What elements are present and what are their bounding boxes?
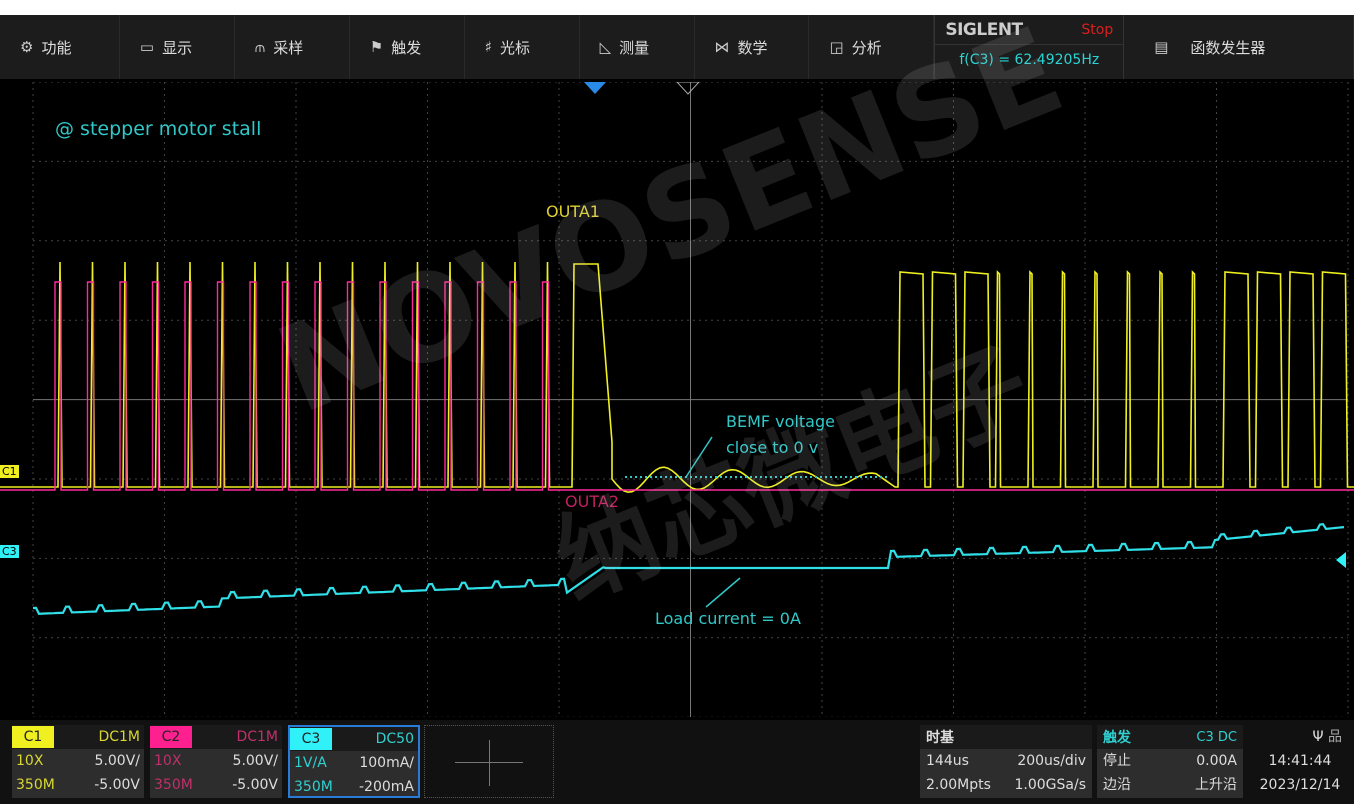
- trigger-level-marker: [1336, 552, 1346, 568]
- probe-ratio: 1V/A: [294, 755, 327, 771]
- trigger-slope: 上升沿: [1195, 777, 1237, 793]
- menu-measure[interactable]: ◺ 测量: [580, 15, 695, 79]
- status-bar: C1 DC1M 10X 5.00V/ 350M -5.00V C2 DC1M 10X 5.0…: [0, 720, 1354, 804]
- vertical-offset: -200mA: [359, 779, 414, 795]
- timebase-panel[interactable]: 时基 144us 200us/div 2.00Mpts 1.00GSa/s: [920, 725, 1092, 798]
- c1-offset-marker[interactable]: C1: [0, 465, 19, 478]
- vertical-scale: 100mA/: [359, 755, 414, 771]
- waveform-canvas: [0, 82, 1354, 717]
- bemf-label-line1: BEMF voltage: [726, 412, 835, 431]
- menu-function-generator[interactable]: ▤ 函数发生器: [1124, 15, 1354, 79]
- clock-date: 2023/12/14: [1259, 777, 1341, 793]
- sample-rate: 1.00GSa/s: [1014, 777, 1087, 793]
- run-stop-status[interactable]: Stop: [1081, 21, 1114, 38]
- load-current-label: Load current = 0A: [655, 609, 801, 628]
- brand-status: SIGLENT Stop f(C3) = 62.49205Hz: [934, 15, 1125, 79]
- center-marker: [676, 82, 700, 95]
- usb-icon: Ψ: [1312, 729, 1324, 745]
- cursor-icon: ♯: [484, 38, 492, 56]
- timebase-label: 时基: [926, 730, 954, 746]
- measure-icon: ◺: [599, 38, 612, 56]
- menu-label: 显示: [162, 38, 193, 57]
- channel-tag: C3: [290, 728, 332, 750]
- menu-label: 采样: [273, 38, 304, 57]
- trigger-position-marker: [584, 82, 606, 94]
- bemf-arrow: [685, 436, 713, 478]
- bandwidth: 350M: [16, 777, 55, 793]
- probe-ratio: 10X: [16, 753, 44, 769]
- menu-math[interactable]: ⋈ 数学: [695, 15, 810, 79]
- menu-bar: ⚙ 功能 ▭ 显示 ⫙ 采样 ⚑ 触发 ♯ 光标 ◺ 测量 ⋈ 数学 ◲ 分析 SIGLENT Stop f(C3)…: [0, 15, 1354, 79]
- timebase-scale: 200us/div: [1017, 753, 1086, 769]
- menu-label: 触发: [391, 38, 422, 57]
- outa1-label: OUTA1: [546, 202, 600, 221]
- c3-waveform-current: [32, 523, 1345, 615]
- network-disconnected-icon: 品: [1328, 729, 1342, 745]
- clock-time: 14:41:44: [1268, 753, 1332, 769]
- menu-cursor[interactable]: ♯ 光标: [465, 15, 580, 79]
- vertical-scale: 5.00V/: [94, 753, 140, 769]
- trigger-state: 停止: [1103, 753, 1131, 769]
- memory-depth: 2.00Mpts: [926, 777, 991, 793]
- frequency-counter: f(C3) = 62.49205Hz: [959, 52, 1100, 68]
- vertical-scale: 5.00V/: [232, 753, 278, 769]
- acquire-icon: ⫙: [254, 38, 266, 56]
- coupling: DC1M: [236, 729, 278, 745]
- coupling: DC50: [375, 731, 414, 747]
- menu-label: 分析: [851, 38, 882, 57]
- channel-c2-panel[interactable]: C2 DC1M 10X 5.00V/ 350M -5.00V: [150, 725, 282, 798]
- channel-tag: C2: [150, 726, 192, 748]
- trigger-level: 0.00A: [1196, 753, 1237, 769]
- system-status: Ψ 品 14:41:44 2023/12/14: [1250, 725, 1350, 798]
- function-generator-icon: ▤: [1154, 38, 1169, 56]
- display-icon: ▭: [139, 38, 155, 56]
- gear-icon: ⚙: [20, 38, 34, 56]
- title-annotation: @ stepper motor stall: [55, 118, 262, 140]
- waveform-display: @ stepper motor stall OUTA1 OUTA2 BEMF v…: [0, 1, 1354, 717]
- bemf-label-line2: close to 0 v: [726, 438, 819, 457]
- c3-offset-marker[interactable]: C3: [0, 545, 19, 558]
- menu-label: 光标: [499, 38, 530, 57]
- probe-ratio: 10X: [154, 753, 182, 769]
- flag-icon: ⚑: [369, 38, 384, 56]
- menu-gear[interactable]: ⚙ 功能: [0, 15, 120, 79]
- add-channel-button[interactable]: [424, 725, 554, 798]
- menu-analysis[interactable]: ◲ 分析: [809, 15, 935, 79]
- coupling: DC1M: [98, 729, 140, 745]
- menu-acquire[interactable]: ⫙ 采样: [235, 15, 350, 79]
- vertical-offset: -5.00V: [94, 777, 140, 793]
- trigger-panel[interactable]: 触发 C3 DC 停止 0.00A 边沿 上升沿: [1097, 725, 1243, 798]
- menu-label: 函数发生器: [1190, 38, 1266, 57]
- channel-c3-panel[interactable]: C3 DC50 1V/A 100mA/ 350M -200mA: [288, 725, 420, 798]
- menu-label: 测量: [619, 38, 650, 57]
- trigger-type: 边沿: [1103, 777, 1131, 793]
- vertical-offset: -5.00V: [232, 777, 278, 793]
- c2-waveform-outa2: [0, 281, 1354, 491]
- timebase-delay: 144us: [926, 753, 969, 769]
- trigger-label: 触发: [1103, 730, 1131, 746]
- bandwidth: 350M: [294, 779, 333, 795]
- math-icon: ⋈: [714, 38, 730, 56]
- siglent-logo: SIGLENT: [945, 19, 1023, 40]
- outa2-label: OUTA2: [565, 492, 619, 511]
- load-current-arrow: [705, 577, 741, 608]
- menu-display[interactable]: ▭ 显示: [120, 15, 235, 79]
- menu-flag[interactable]: ⚑ 触发: [350, 15, 465, 79]
- bandwidth: 350M: [154, 777, 193, 793]
- channel-c1-panel[interactable]: C1 DC1M 10X 5.00V/ 350M -5.00V: [12, 725, 144, 798]
- menu-label: 功能: [41, 38, 72, 57]
- analysis-icon: ◲: [829, 38, 844, 56]
- menu-label: 数学: [737, 38, 768, 57]
- channel-tag: C1: [12, 726, 54, 748]
- trigger-source: C3 DC: [1196, 729, 1237, 745]
